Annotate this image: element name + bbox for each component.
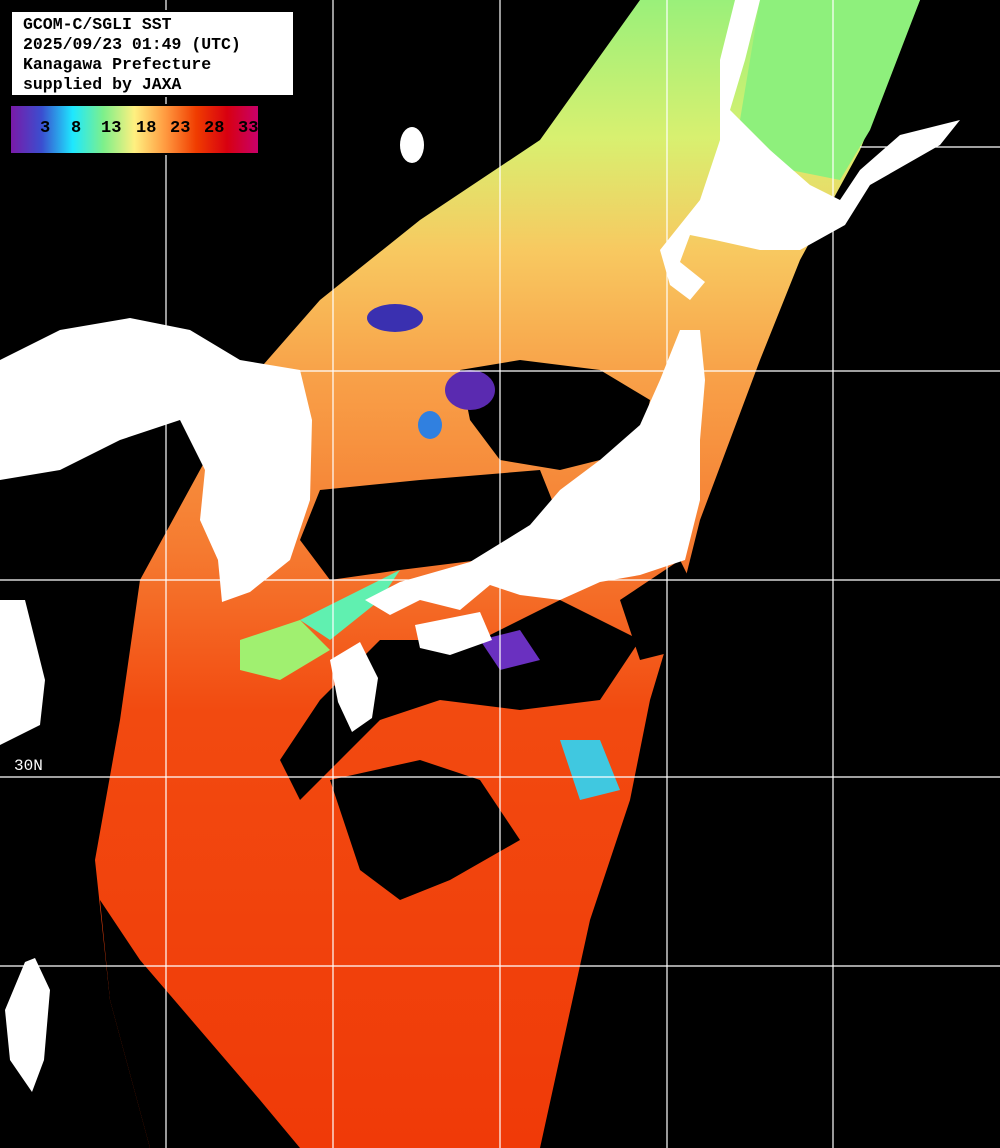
cold-patches [240, 304, 620, 800]
sst-cool-patch [740, 0, 920, 180]
credit: supplied by JAXA [23, 75, 182, 94]
legend-label: 23 [170, 119, 191, 138]
land-honshu [365, 330, 705, 615]
legend-label: 33 [238, 119, 259, 138]
timestamp: 2025/09/23 01:49 (UTC) [23, 35, 241, 54]
land-shikoku [415, 612, 492, 655]
title-box: GCOM-C/SGLI SST 2025/09/23 01:49 (UTC) K… [10, 10, 295, 97]
legend-label: 18 [136, 119, 157, 138]
lat-label-40n: 40N [14, 350, 43, 368]
region-name: Kanagawa Prefecture [23, 55, 212, 74]
color-scale-legend: 3 8 13 18 23 28 33 [9, 104, 260, 155]
land-korea-china [0, 318, 312, 602]
land-hokkaido-sakhalin [660, 0, 960, 300]
land-kyushu [330, 642, 378, 732]
legend-label: 3 [40, 119, 51, 138]
legend-label: 13 [101, 119, 122, 138]
lat-label-30n: 30N [14, 757, 43, 775]
legend-label: 8 [71, 119, 82, 138]
color-scale-bar [11, 106, 258, 153]
land-china-coast [0, 600, 45, 745]
land-taiwan [5, 958, 50, 1092]
legend-label: 28 [204, 119, 225, 138]
land-mask [0, 0, 960, 1092]
product-title: GCOM-C/SGLI SST [23, 15, 172, 34]
